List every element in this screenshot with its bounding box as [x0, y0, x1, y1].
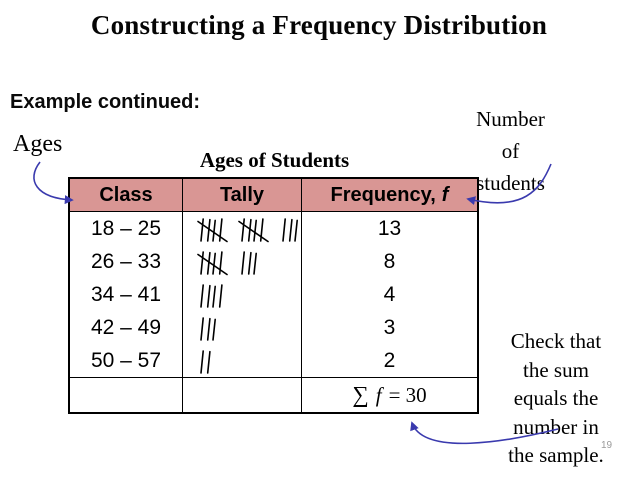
frequency-sum-cell: ∑ f = 30: [302, 377, 477, 412]
ages-annotation: Ages: [13, 131, 63, 157]
arrow-ages-to-class: [33, 161, 74, 205]
tally-marks: [183, 278, 302, 311]
sum-f-symbol: f: [375, 382, 382, 407]
column-header-class: Class: [70, 179, 183, 212]
class-cell: 18 – 25: [70, 212, 183, 245]
tally-marks: [183, 212, 302, 245]
number-of-students-annotation: Number of students: [476, 107, 545, 195]
column-header-tally: Tally: [183, 179, 302, 212]
slide-page-number: 19: [601, 440, 613, 451]
tally-marks: [183, 245, 302, 278]
class-cell: 34 – 41: [70, 278, 183, 311]
check-sum-annotation: Check that the sum equals the number in …: [508, 329, 604, 467]
frequency-table: Class Tally Frequency, f 18 – 25 13 26 –…: [68, 177, 479, 414]
frequency-cell: 4: [383, 282, 396, 306]
sum-row-empty-class: [70, 377, 183, 412]
frequency-header-label: Frequency,: [330, 183, 436, 206]
frequency-header-f-symbol: f: [441, 183, 449, 206]
example-continued-label: Example continued:: [10, 91, 201, 113]
tally-marks: [183, 311, 302, 344]
table-caption: Ages of Students: [199, 148, 350, 172]
sigma-symbol: ∑: [352, 382, 369, 407]
class-cell: 42 – 49: [70, 311, 183, 344]
frequency-cell: 13: [377, 216, 402, 240]
sum-row-empty-tally: [183, 377, 302, 412]
column-header-frequency: Frequency, f: [302, 179, 477, 212]
sum-value: = 30: [388, 382, 427, 407]
frequency-cell: 8: [383, 249, 396, 273]
class-cell: 50 – 57: [70, 344, 183, 377]
frequency-cell: 2: [383, 348, 396, 372]
frequency-cell: 3: [383, 315, 396, 339]
page-title: Constructing a Frequency Distribution: [90, 10, 548, 40]
tally-marks: [183, 344, 302, 377]
class-cell: 26 – 33: [70, 245, 183, 278]
